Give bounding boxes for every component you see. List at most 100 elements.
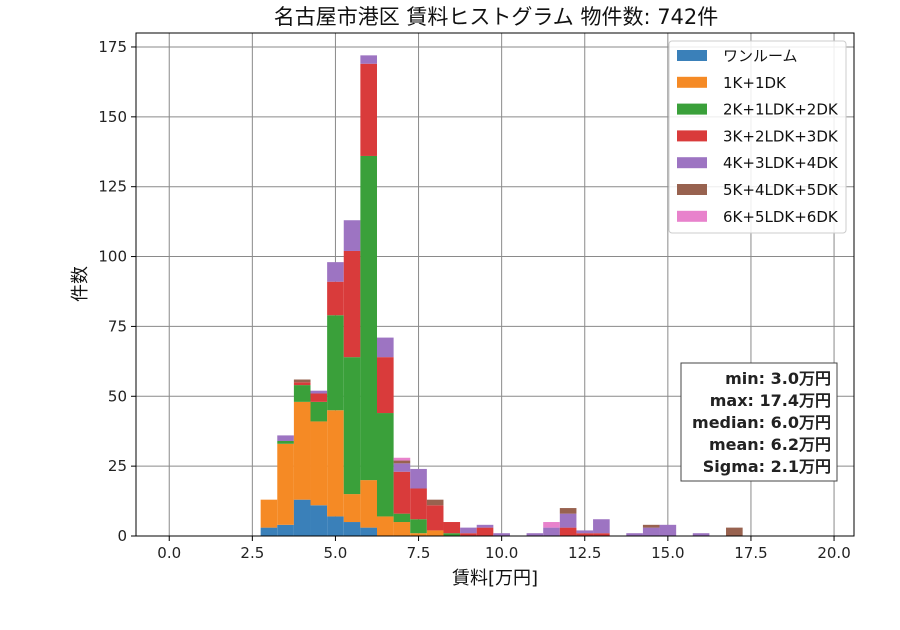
histogram-bar <box>559 508 577 514</box>
histogram-bar <box>293 385 311 402</box>
histogram-bar <box>343 220 361 251</box>
stat-line: mean: 6.2万円 <box>709 435 831 454</box>
legend-label: 3K+2LDK+3DK <box>723 127 839 145</box>
legend-swatch <box>677 210 707 222</box>
histogram-bar <box>277 443 294 525</box>
histogram-bar <box>376 357 394 414</box>
legend-swatch <box>677 157 707 169</box>
chart-title: 名古屋市港区 賃料ヒストグラム 物件数: 742件 <box>274 5 719 29</box>
histogram-bar <box>293 379 311 383</box>
histogram-bar <box>393 463 411 472</box>
histogram-bar <box>426 530 444 536</box>
legend-label: 1K+1DK <box>723 74 787 92</box>
histogram-bar <box>426 505 444 531</box>
histogram-bar <box>260 527 278 536</box>
legend-swatch <box>677 50 707 61</box>
legend-box <box>668 40 847 234</box>
histogram-bar <box>327 516 344 536</box>
legend-label: 6K+5LDK+6DK <box>723 208 839 226</box>
histogram-bar <box>626 533 643 536</box>
histogram-bar <box>576 530 594 534</box>
histogram-bar <box>376 516 394 536</box>
histogram-bar <box>310 401 328 422</box>
histogram-bar <box>393 457 411 461</box>
x-tick-label: 15.0 <box>651 544 684 562</box>
stat-line: median: 6.0万円 <box>692 413 831 432</box>
histogram-bar <box>310 421 328 506</box>
y-tick-label: 75 <box>108 317 127 335</box>
x-tick-label: 5.0 <box>324 544 348 562</box>
histogram-bar <box>327 410 344 517</box>
histogram-bar <box>443 522 461 534</box>
bars <box>260 55 743 536</box>
histogram-bar <box>327 262 344 282</box>
histogram-bar <box>343 357 361 495</box>
x-tick-label: 20.0 <box>817 544 850 562</box>
histogram-bar <box>293 382 311 386</box>
histogram-bar <box>526 533 544 536</box>
y-tick-label: 0 <box>117 527 127 545</box>
histogram-bar <box>310 393 328 402</box>
x-axis-label: 賃料[万円] <box>452 568 538 589</box>
x-tick-label: 7.5 <box>407 544 431 562</box>
plot-frame <box>135 32 855 537</box>
histogram-bar <box>310 390 328 394</box>
y-tick-label: 100 <box>98 248 127 266</box>
histogram-bar <box>360 480 377 528</box>
stat-line: min: 3.0万円 <box>725 369 831 388</box>
histogram-bar <box>593 533 610 536</box>
histogram-bar <box>543 522 560 528</box>
y-tick-label: 25 <box>108 457 127 475</box>
histogram-bar <box>293 499 311 536</box>
y-tick-label: 150 <box>98 108 127 126</box>
histogram-bar <box>493 533 510 536</box>
histogram-bar <box>327 315 344 411</box>
histogram-bar <box>559 527 577 536</box>
histogram-bar <box>476 527 494 536</box>
histogram-bar <box>726 527 743 536</box>
y-tick-label: 125 <box>98 178 127 196</box>
stats-box: min: 3.0万円 max: 17.4万円 median: 6.0万円 mean: … <box>680 362 838 482</box>
histogram-bar <box>460 527 477 534</box>
histogram-bar <box>410 533 427 536</box>
stats-box-frame <box>680 362 838 482</box>
histogram-bar <box>410 468 427 489</box>
legend-label: 2K+1LDK+2DK <box>723 101 839 119</box>
histogram-bar <box>410 519 427 534</box>
histogram-bar <box>476 524 494 528</box>
histogram-bar <box>576 533 594 536</box>
legend-label: 5K+4LDK+5DK <box>723 181 839 199</box>
histogram-bar <box>277 435 294 441</box>
histogram-bar <box>642 527 660 536</box>
histogram-bar <box>593 519 610 534</box>
y-tick-label: 50 <box>108 387 127 405</box>
histogram-bar <box>393 471 411 514</box>
legend-swatch <box>677 76 707 88</box>
histogram-bar <box>343 250 361 358</box>
legend-label: 4K+3LDK+4DK <box>723 154 839 172</box>
stat-line: max: 17.4万円 <box>710 391 831 410</box>
histogram-bar <box>543 527 560 536</box>
histogram-bar <box>327 281 344 316</box>
y-tick-label: 175 <box>98 38 127 56</box>
histogram-bar <box>343 494 361 523</box>
x-tick-label: 10.0 <box>485 544 518 562</box>
histogram-bar <box>360 55 377 64</box>
histogram-bar <box>360 63 377 156</box>
histogram-bar <box>410 488 427 520</box>
histogram-bar <box>343 522 361 536</box>
histogram-bar <box>642 524 660 528</box>
histogram-bar <box>659 524 677 536</box>
histogram-bar <box>460 533 477 536</box>
x-axis-ticks: 0.0 2.5 5.0 7.5 10.0 12.5 15.0 17.5 20.0 <box>157 536 851 562</box>
histogram-bar <box>692 533 710 536</box>
legend-swatch <box>677 130 707 142</box>
x-tick-label: 0.0 <box>157 544 181 562</box>
legend-label: ワンルーム <box>723 47 798 65</box>
histogram-bar <box>293 401 311 500</box>
histogram-bar <box>393 460 411 464</box>
histogram-bar <box>426 499 444 506</box>
histogram-bar <box>559 513 577 528</box>
x-tick-label: 17.5 <box>734 544 767 562</box>
